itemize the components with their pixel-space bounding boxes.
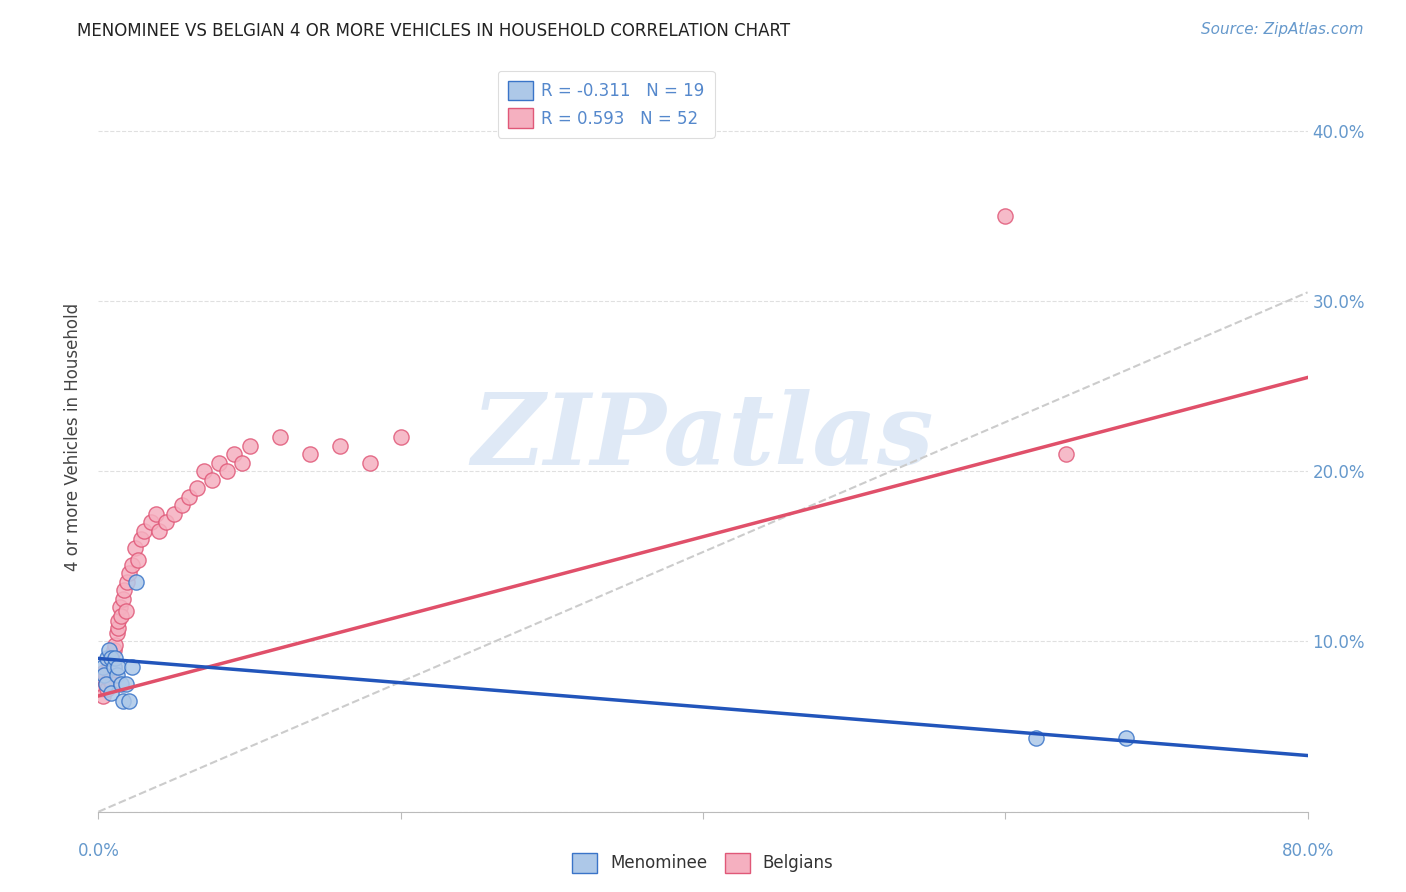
Point [107,660,129,674]
Point [1054,447,1077,461]
Point [1024,731,1046,746]
Point [1115,731,1137,746]
Point [121,660,143,674]
Point [107,621,129,635]
Point [215,464,238,478]
Legend: R = -0.311   N = 19, R = 0.593   N = 52: R = -0.311 N = 19, R = 0.593 N = 52 [498,70,714,137]
Point [118,694,141,708]
Point [100,651,122,665]
Point [129,533,152,547]
Point [101,677,124,691]
Point [124,541,146,555]
Text: Source: ZipAtlas.com: Source: ZipAtlas.com [1201,22,1364,37]
Point [100,651,122,665]
Point [299,447,322,461]
Text: ZIPatlas: ZIPatlas [472,389,934,485]
Point [118,566,141,581]
Point [98,672,121,686]
Point [111,591,134,606]
Point [193,464,215,478]
Y-axis label: 4 or more Vehicles in Household: 4 or more Vehicles in Household [65,303,83,571]
Point [93,668,115,682]
Point [91,660,114,674]
Point [141,515,163,529]
Point [389,430,412,444]
Point [110,608,132,623]
Point [94,677,117,691]
Point [91,689,114,703]
Text: 80.0%: 80.0% [1281,842,1334,860]
Point [93,665,115,679]
Point [103,660,125,674]
Point [125,574,148,589]
Point [145,507,167,521]
Point [231,456,253,470]
Point [115,574,138,589]
Point [329,439,352,453]
Point [201,473,224,487]
Point [103,660,125,674]
Point [148,524,170,538]
Point [98,643,121,657]
Point [104,651,127,665]
Point [110,677,132,691]
Point [121,558,143,572]
Point [100,685,122,699]
Point [179,490,201,504]
Text: MENOMINEE VS BELGIAN 4 OR MORE VEHICLES IN HOUSEHOLD CORRELATION CHART: MENOMINEE VS BELGIAN 4 OR MORE VEHICLES … [77,22,790,40]
Legend: Menominee, Belgians: Menominee, Belgians [565,847,841,880]
Point [269,430,291,444]
Point [239,439,262,453]
Point [127,552,149,566]
Point [114,604,136,618]
Point [105,668,128,682]
Point [103,643,125,657]
Point [132,524,155,538]
Point [224,447,246,461]
Point [111,694,134,708]
Point [360,456,382,470]
Point [155,515,177,529]
Point [108,600,131,615]
Point [98,660,121,674]
Point [994,209,1017,223]
Point [100,668,122,682]
Point [90,682,112,697]
Point [105,626,128,640]
Point [107,614,129,628]
Point [208,456,231,470]
Point [96,682,118,697]
Point [94,668,117,682]
Point [163,507,186,521]
Text: 0.0%: 0.0% [77,842,120,860]
Point [186,481,208,495]
Point [114,677,136,691]
Point [96,651,118,665]
Point [170,498,193,512]
Point [112,583,135,598]
Point [94,677,117,691]
Point [104,638,127,652]
Point [93,672,115,686]
